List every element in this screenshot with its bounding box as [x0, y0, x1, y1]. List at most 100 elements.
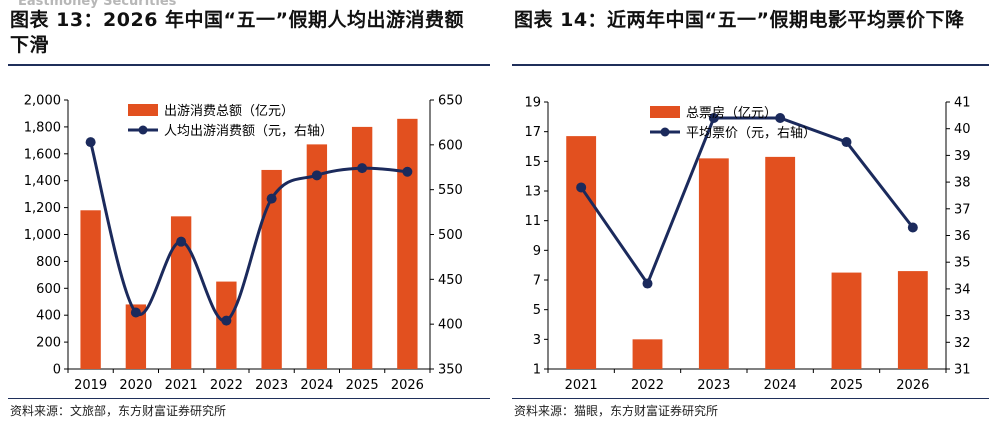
y2-tick-label: 40: [954, 122, 971, 137]
x-tick-label: 2022: [631, 378, 664, 393]
line-point: [311, 170, 322, 181]
y-tick-label: 15: [524, 155, 541, 170]
y2-tick-label: 37: [954, 202, 971, 217]
bar: [170, 216, 192, 369]
source-note: 资料来源：猫眼，东方财富证券研究所: [514, 404, 719, 418]
x-tick-label: 2024: [300, 378, 333, 393]
x-tick-label: 2026: [391, 378, 424, 393]
x-tick-label: 2020: [119, 378, 152, 393]
line-point: [266, 193, 277, 204]
bar: [397, 118, 418, 369]
y2-tick-label: 400: [438, 318, 463, 333]
y2-tick-label: 550: [438, 183, 463, 198]
line-point: [130, 307, 141, 318]
y-tick-label: 3: [533, 333, 541, 348]
line-point: [221, 315, 232, 326]
line-point: [357, 163, 368, 174]
x-tick-label: 2024: [764, 378, 797, 393]
y-tick-label: 2,000: [24, 94, 61, 109]
bar: [632, 339, 663, 369]
title-divider: [8, 64, 490, 66]
watermark-text: Eastmoney Securities: [18, 0, 177, 9]
tourism-chart: 0 200 400 600 800 1,000 1,200 1,400 1,600 1,800 2,…: [24, 94, 463, 394]
y2-tick-label: 450: [438, 273, 463, 288]
y-tick-label: 200: [36, 336, 61, 351]
chart-title: 图表 14：近两年中国“五一”假期电影平均票价下降: [514, 9, 965, 31]
y-tick-label: 13: [524, 185, 541, 200]
y-tick-label: 19: [524, 96, 541, 111]
x-tick-label: 2026: [896, 378, 929, 393]
legend-marker-line: [660, 127, 670, 137]
bar: [80, 210, 101, 369]
bar: [831, 272, 862, 369]
x-tick-label: 2023: [697, 378, 730, 393]
bar: [125, 304, 147, 369]
y2-tick-label: 34: [954, 282, 971, 297]
y-tick-label: 1,600: [24, 147, 61, 162]
y-tick-label: 1: [533, 363, 541, 378]
y2-tick-label: 33: [954, 309, 971, 324]
y-tick-label: 600: [36, 282, 61, 297]
x-tick-label: 2023: [255, 378, 288, 393]
bar: [566, 136, 597, 369]
line-point: [576, 182, 587, 193]
y2-tick-label: 38: [954, 176, 971, 191]
legend-label-line: 人均出游消费额（元，右轴）: [164, 124, 333, 139]
box-office-chart: 1357911131517193132333435363738394041202…: [524, 96, 971, 394]
legend-label-line: 平均票价（元，右轴）: [686, 126, 816, 141]
legend-label-bar: 出游消费总额（亿元）: [164, 104, 294, 119]
bar: [765, 156, 796, 369]
y2-tick-label: 32: [954, 336, 971, 351]
line-point: [176, 236, 187, 247]
line-point: [907, 222, 918, 233]
line-point: [841, 137, 852, 148]
chart-title: 图表 13：2026 年中国“五一”假期人均出游消费额下滑: [10, 9, 465, 56]
y-tick-label: 1,400: [24, 174, 61, 189]
series-line: [579, 116, 915, 287]
line-point: [708, 113, 719, 124]
line-point: [642, 278, 653, 289]
y-tick-label: 0: [53, 363, 61, 378]
y2-tick-label: 31: [954, 363, 971, 378]
y2-tick-label: 36: [954, 229, 971, 244]
x-tick-label: 2025: [830, 378, 863, 393]
y-tick-label: 1,800: [24, 120, 61, 135]
y-tick-label: 9: [533, 244, 541, 259]
y2-tick-label: 500: [438, 228, 463, 243]
line-point: [402, 166, 413, 177]
y-tick-label: 800: [36, 255, 61, 270]
y-tick-label: 1,000: [24, 228, 61, 243]
y2-tick-label: 35: [954, 256, 971, 271]
bar: [897, 271, 928, 369]
x-tick-label: 2021: [165, 378, 198, 393]
y-tick-label: 7: [533, 274, 541, 289]
source-note: 资料来源：文旅部，东方财富证券研究所: [10, 404, 227, 418]
legend-label-bar: 总票房（亿元）: [686, 105, 777, 121]
bar: [261, 169, 282, 369]
chart-panel-tourism: 图表 13：2026 年中国“五一”假期人均出游消费额下滑 0 200 400 600…: [0, 0, 498, 424]
y2-tick-label: 650: [438, 94, 463, 109]
y2-tick-label: 41: [954, 96, 971, 111]
title-divider: [512, 64, 989, 66]
bar: [306, 144, 328, 369]
y2-tick-label: 350: [438, 363, 463, 378]
legend-swatch-bar: [128, 104, 158, 116]
y2-tick-label: 600: [438, 138, 463, 153]
x-tick-label: 2022: [210, 378, 243, 393]
y-tick-label: 400: [36, 309, 61, 324]
chart-panel-box-office: 图表 14：近两年中国“五一”假期电影平均票价下降 1 3 5 7 9 11 13 15 17 1…: [504, 0, 997, 424]
y-tick-label: 5: [533, 303, 541, 318]
x-tick-label: 2021: [565, 378, 598, 393]
y2-tick-label: 39: [954, 149, 971, 164]
y-tick-label: 1,200: [24, 201, 61, 216]
line-point: [775, 113, 786, 124]
y-tick-label: 11: [524, 214, 541, 229]
bar: [351, 126, 373, 370]
x-tick-label: 2019: [74, 378, 107, 393]
line-point: [85, 137, 96, 148]
x-tick-label: 2025: [346, 378, 379, 393]
bar: [698, 158, 729, 369]
source-divider: [512, 398, 989, 399]
legend-marker-line: [138, 125, 148, 135]
legend-swatch-bar: [650, 106, 680, 118]
